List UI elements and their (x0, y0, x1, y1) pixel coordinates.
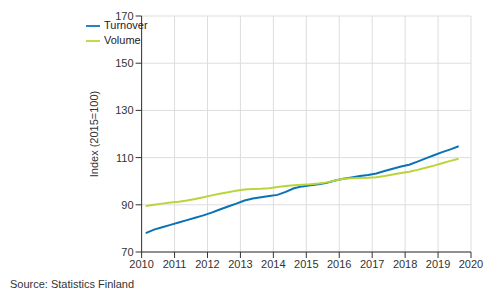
svg-text:2011: 2011 (163, 258, 187, 270)
svg-text:2018: 2018 (393, 258, 417, 270)
svg-text:Index (2015=100): Index (2015=100) (88, 91, 100, 178)
svg-text:2016: 2016 (327, 258, 351, 270)
svg-text:2019: 2019 (426, 258, 450, 270)
svg-text:70: 70 (121, 246, 133, 258)
html-text:Source: Statistics Finland: Source: Statistics Finland (10, 278, 135, 290)
svg-text:130: 130 (115, 104, 133, 116)
svg-text:110: 110 (116, 152, 134, 164)
html-text:Turnover: Turnover (104, 19, 148, 31)
svg-text:2020: 2020 (459, 258, 483, 270)
svg-text:170: 170 (115, 10, 133, 22)
svg-text:2015: 2015 (294, 258, 318, 270)
svg-text:2017: 2017 (360, 258, 384, 270)
svg-text:2014: 2014 (261, 258, 285, 270)
svg-text:150: 150 (115, 57, 133, 69)
svg-text:90: 90 (121, 199, 133, 211)
svg-text:2013: 2013 (228, 258, 252, 270)
html-text:Volume: Volume (104, 34, 141, 47)
svg-text:2012: 2012 (195, 258, 219, 270)
svg-text:2010: 2010 (129, 258, 153, 270)
